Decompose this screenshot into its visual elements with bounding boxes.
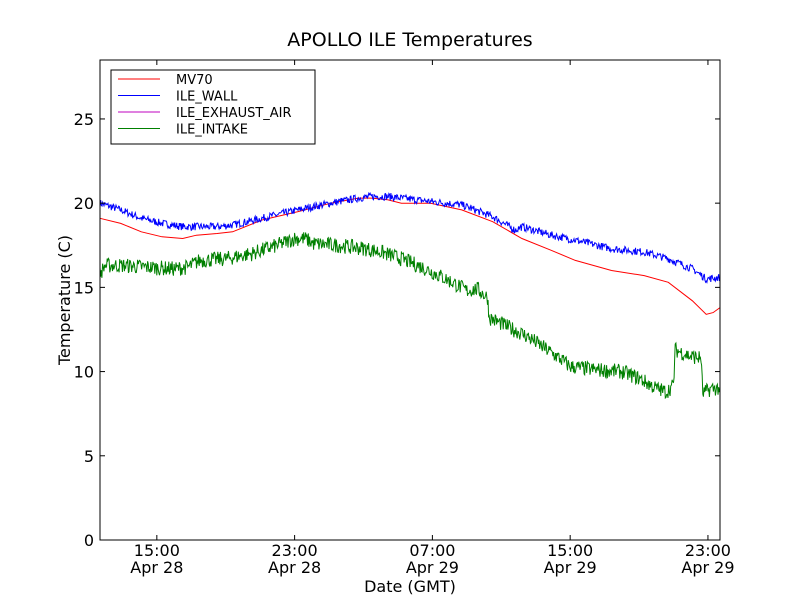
x-tick-label-date: Apr 29	[681, 558, 734, 577]
y-tick-label: 0	[84, 531, 94, 550]
x-tick-label-date: Apr 29	[406, 558, 459, 577]
x-tick-label-date: Apr 28	[130, 558, 183, 577]
x-tick-label-date: Apr 28	[268, 558, 321, 577]
y-tick-label: 20	[74, 194, 94, 213]
plot-frame	[99, 59, 721, 541]
y-tick-label: 15	[74, 278, 94, 297]
chart-title: APOLLO ILE Temperatures	[287, 29, 532, 51]
series-line-ile-intake	[99, 232, 721, 399]
legend-label: ILE_WALL	[176, 90, 238, 105]
x-axis-label: Date (GMT)	[364, 577, 456, 596]
x-tick-label-time: 23:00	[272, 541, 318, 560]
series-line-ile-wall	[99, 191, 721, 284]
y-axis: 0 5 10 15 20 25	[74, 110, 720, 550]
series-line-mv70	[99, 197, 721, 315]
x-tick-label-time: 15:00	[547, 541, 593, 560]
y-tick-label: 10	[74, 363, 94, 382]
legend-label: ILE_EXHAUST_AIR	[176, 106, 292, 121]
x-tick-label-date: Apr 29	[544, 558, 597, 577]
x-tick-label-time: 23:00	[685, 541, 731, 560]
legend-label: MV70	[176, 73, 213, 88]
series-layer	[99, 191, 721, 399]
legend-box	[110, 69, 316, 145]
legend-label: ILE_INTAKE	[176, 123, 248, 138]
y-tick-label: 5	[84, 447, 94, 466]
x-tick-label-time: 15:00	[134, 541, 180, 560]
x-tick-label-time: 07:00	[409, 541, 455, 560]
y-tick-label: 25	[74, 110, 94, 129]
y-axis-label: Temperature (C)	[55, 235, 74, 366]
